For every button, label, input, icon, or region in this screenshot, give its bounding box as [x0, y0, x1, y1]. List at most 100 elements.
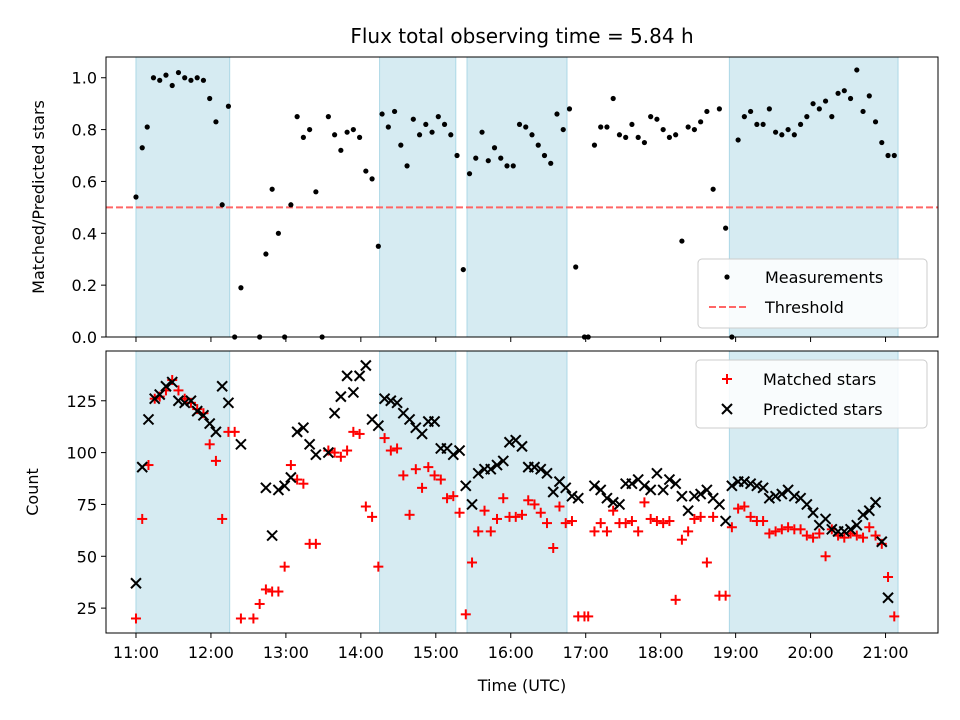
cross-stroke-b	[726, 480, 738, 492]
cross-stroke-b	[360, 359, 372, 372]
predicted-star-point	[266, 529, 278, 542]
cross-stroke-b	[701, 484, 713, 496]
cross-stroke-b	[136, 461, 148, 473]
matched-star-point	[633, 526, 644, 537]
measurement-point	[144, 124, 150, 130]
matched-star-point	[367, 511, 378, 522]
measurement-point	[648, 114, 654, 120]
predicted-star-point	[676, 490, 688, 502]
predicted-star-point	[769, 490, 782, 502]
cross-stroke-b	[657, 484, 669, 496]
matched-star-point	[404, 509, 415, 520]
matched-star-point	[492, 513, 503, 524]
matched-star-point	[689, 513, 700, 524]
measurement-point	[816, 106, 822, 112]
x-tick-label: 19:00	[713, 643, 759, 662]
cross-stroke-b	[801, 498, 813, 511]
y-tick-label: 1.0	[72, 69, 97, 88]
matched-star-point	[745, 511, 756, 522]
matched-star-point	[795, 524, 806, 535]
predicted-star-point	[136, 461, 148, 473]
cross-stroke-b	[403, 413, 416, 426]
ratio-panel-x-ticks	[135, 337, 887, 342]
matched-star-point	[695, 511, 706, 522]
measurement-point	[182, 75, 188, 81]
measurement-point	[275, 230, 281, 236]
matched-star-point	[517, 509, 527, 520]
matched-star-point	[839, 532, 850, 543]
predicted-star-point	[378, 392, 391, 405]
measurement-point	[704, 108, 710, 115]
predicted-star-point	[453, 444, 466, 457]
predicted-star-point	[726, 480, 738, 492]
cross-stroke-b	[776, 488, 788, 500]
ratio-panel-frame	[105, 56, 939, 338]
cross-stroke-b	[516, 440, 528, 453]
predicted-star-point	[844, 523, 857, 536]
measurement-point	[491, 145, 498, 151]
observing-window-3	[466, 350, 568, 634]
predicted-star-point	[688, 490, 701, 502]
predicted-star-point	[485, 463, 497, 475]
measurement-point	[766, 106, 772, 112]
measurement-point	[616, 132, 623, 138]
matched-star-point	[889, 611, 900, 622]
predicted-star-point	[607, 496, 619, 509]
matched-star-point	[764, 528, 775, 539]
measurement-point	[573, 264, 579, 270]
matched-star-point	[429, 470, 440, 481]
matched-star-point	[435, 474, 446, 485]
cross-stroke-b	[757, 482, 769, 494]
predicted-star-point	[372, 419, 385, 432]
matched-star-point	[423, 462, 434, 473]
cross-stroke-b	[335, 390, 347, 403]
matched-star-point	[783, 522, 794, 533]
measurement-point	[356, 134, 363, 140]
matched-star-point	[770, 526, 781, 537]
cross-stroke-b	[178, 397, 191, 409]
predicted-star-point	[876, 536, 888, 548]
cross-stroke-b	[869, 496, 882, 509]
measurement-point	[760, 121, 766, 128]
predicted-star-point	[185, 395, 197, 407]
measurement-point	[866, 93, 872, 99]
predicted-star-point	[322, 446, 335, 459]
cross-stroke-b	[142, 413, 155, 426]
cross-stroke-b	[341, 370, 353, 382]
cross-stroke-b	[819, 513, 832, 525]
measurement-point	[175, 69, 182, 76]
predicted-star-point	[328, 407, 341, 419]
measurement-point	[416, 132, 423, 138]
measurement-point	[391, 108, 398, 115]
cross-stroke-b	[794, 492, 807, 504]
legend-measurements-label: Measurements	[765, 268, 883, 287]
measurement-point	[435, 114, 441, 120]
measurement-point	[219, 202, 225, 208]
predicted-star-point	[763, 492, 776, 504]
cross-stroke-b	[707, 492, 719, 504]
matched-star-point	[720, 590, 731, 601]
cross-stroke-b	[882, 592, 894, 604]
predicted-star-point	[385, 395, 397, 407]
cross-stroke-b	[485, 463, 497, 475]
predicted-star-point	[341, 370, 353, 382]
matched-star-point	[851, 530, 862, 541]
cross-stroke-b	[391, 397, 403, 409]
measurement-point	[288, 202, 294, 208]
matched-star-point	[676, 534, 687, 545]
measurement-point	[269, 186, 275, 192]
predicted-star-point	[594, 484, 607, 496]
cross-stroke-b	[297, 422, 310, 434]
cross-stroke-b	[366, 413, 378, 426]
predicted-star-point	[819, 513, 832, 525]
measurement-point	[294, 114, 300, 120]
matched-star-point	[595, 518, 606, 529]
measurement-point	[673, 132, 679, 138]
measurement-point	[885, 152, 891, 159]
matched-star-point	[235, 613, 246, 624]
matched-star-point	[739, 501, 750, 512]
cross-stroke-b	[744, 477, 757, 490]
measurement-point	[741, 114, 747, 120]
matched-star-point	[329, 447, 340, 458]
legend-measurements-marker	[724, 274, 730, 280]
